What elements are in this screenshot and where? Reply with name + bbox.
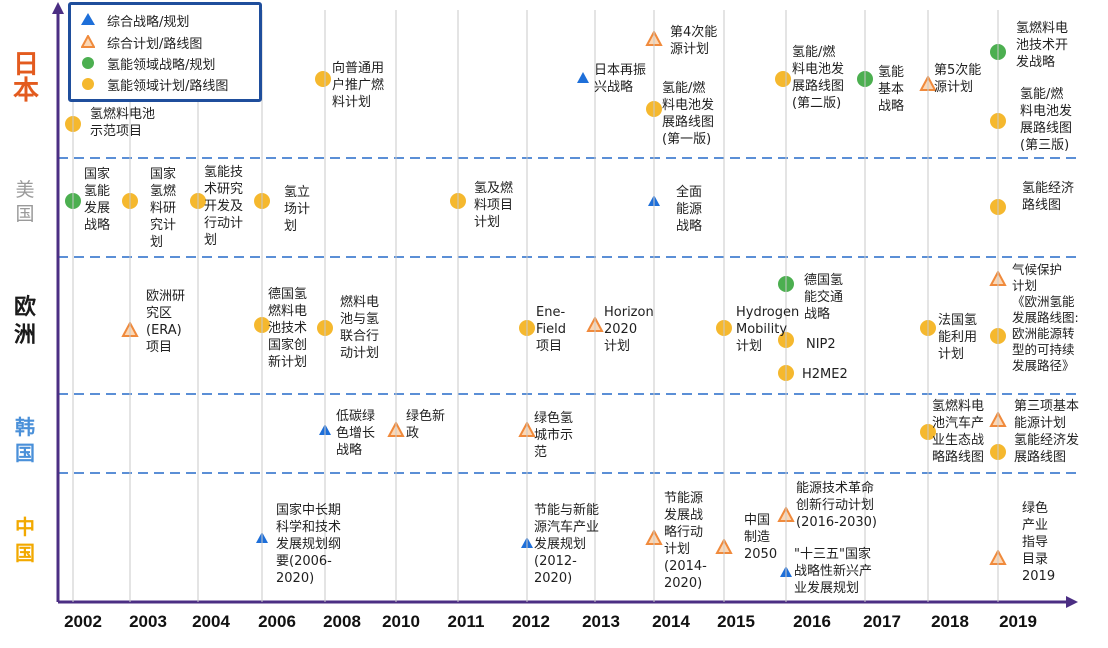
note-japan-2008: 向普通用 户推广燃 料计划 bbox=[332, 61, 385, 110]
legend: 综合战略/规划 综合计划/路线图 氢能领域战略/规划 氢能领域计划/路线图 bbox=[68, 2, 262, 102]
row-label-korea: 韩国 bbox=[15, 415, 35, 465]
year-label: 2006 bbox=[258, 612, 296, 631]
note-usa-2014: 全面 能源 战略 bbox=[676, 185, 703, 234]
year-label: 2012 bbox=[512, 612, 550, 631]
y-axis-arrow bbox=[52, 2, 64, 14]
note-japan-2018: 第5次能 源计划 bbox=[934, 63, 982, 95]
note-usa-2019: 氢能经济 路线图 bbox=[1022, 181, 1075, 213]
note-cn-2014: 节能源 发展战 略行动 计划 (2014- 2020) bbox=[664, 491, 707, 591]
circle-green-icon bbox=[81, 56, 95, 74]
year-label: 2011 bbox=[447, 612, 485, 631]
year-label: 2013 bbox=[582, 612, 620, 631]
legend-label: 氢能领域战略/规划 bbox=[107, 58, 216, 73]
note-eu-2013: Horizon 2020 计划 bbox=[604, 305, 654, 354]
note-eu-2016c: H2ME2 bbox=[802, 367, 848, 382]
triangle-blue-icon bbox=[81, 13, 95, 29]
year-label: 2018 bbox=[931, 612, 969, 631]
row-dividers bbox=[58, 157, 1082, 474]
note-kr-2019: 第三项基本 能源计划 氢能经济发 展路线图 bbox=[1014, 399, 1080, 465]
note-eu-2016a: 德国氢 能交通 战略 bbox=[804, 273, 844, 322]
x-axis-arrow bbox=[1066, 596, 1078, 608]
year-label: 2002 bbox=[64, 612, 102, 631]
legend-label: 氢能领域计划/路线图 bbox=[107, 79, 229, 94]
year-label: 2016 bbox=[793, 612, 831, 631]
note-cn-2019: 绿色 产业 指导 目录 2019 bbox=[1022, 501, 1056, 584]
row-label-europe: 欧洲 bbox=[13, 295, 36, 348]
circle-yellow-marker bbox=[315, 71, 331, 87]
legend-label: 综合战略/规划 bbox=[107, 15, 190, 30]
note-cn-2012: 节能与新能 源汽车产业 发展规划 (2012- 2020) bbox=[534, 503, 600, 586]
note-usa-2011: 氢及燃 料项目 计划 bbox=[474, 181, 514, 230]
row-label-china: 中国 bbox=[15, 515, 35, 565]
note-usa-2002: 国家 氢能 发展 战略 bbox=[84, 167, 111, 233]
row-label-japan: 日本 bbox=[12, 50, 39, 106]
year-label: 2014 bbox=[652, 612, 690, 631]
note-usa-2006: 氢立 场计 划 bbox=[284, 185, 311, 234]
note-japan-2014a: 第4次能 源计划 bbox=[670, 25, 718, 57]
year-label: 2015 bbox=[717, 612, 755, 631]
note-kr-2012: 绿色氢 城市示 范 bbox=[534, 411, 574, 460]
row-label-usa: 美国 bbox=[15, 179, 35, 225]
year-label: 2008 bbox=[323, 612, 361, 631]
year-label: 2004 bbox=[192, 612, 230, 631]
note-eu-2015: Hydrogen Mobility 计划 bbox=[736, 305, 800, 354]
year-label: 2017 bbox=[863, 612, 901, 631]
circle-yellow-marker bbox=[775, 71, 791, 87]
note-eu-2016b: NIP2 bbox=[806, 337, 836, 352]
triangle-orange-icon bbox=[80, 33, 96, 52]
note-usa-2004: 氢能技 术研究 开发及 行动计 划 bbox=[204, 165, 244, 248]
note-eu-2008: 燃料电 池与氢 联合行 动计划 bbox=[340, 295, 380, 361]
timeline-axes bbox=[52, 2, 1078, 608]
triangle-blue-marker bbox=[577, 72, 589, 83]
year-label: 2003 bbox=[129, 612, 167, 631]
note-usa-2003: 国家 氢燃 料研 究计 划 bbox=[150, 167, 177, 250]
year-label: 2010 bbox=[382, 612, 420, 631]
note-japan-2019b: 氢能/燃 料电池发 展路线图 (第三版) bbox=[1020, 87, 1073, 153]
note-cn-2016b: "十三五"国家 战略性新兴产 业发展规划 bbox=[794, 547, 873, 596]
note-kr-2018: 氢燃料电 池汽车产 业生态战 略路线图 bbox=[932, 399, 985, 465]
note-eu-2019: 气候保护 计划 《欧洲氢能 发展路线图: 欧洲能源转 型的可持续 发展路径》 bbox=[1012, 262, 1079, 373]
note-kr-2008: 低碳绿 色增长 战略 bbox=[336, 409, 376, 458]
note-eu-2012: Ene- Field 项目 bbox=[536, 305, 567, 354]
note-japan-2016: 氢能/燃 料电池发 展路线图 (第二版) bbox=[792, 45, 845, 111]
note-japan-2017: 氢能 基本 战略 bbox=[878, 65, 905, 114]
circle-yellow-icon bbox=[81, 77, 95, 95]
legend-label: 综合计划/路线图 bbox=[107, 37, 203, 52]
note-japan-2013: 日本再振 兴战略 bbox=[594, 63, 647, 95]
note-japan-2002: 氢燃料电池 示范项目 bbox=[90, 107, 156, 139]
note-eu-2003: 欧洲研 究区 (ERA) 项目 bbox=[146, 289, 186, 355]
note-cn-2015: 中国 制造 2050 bbox=[744, 513, 778, 562]
note-kr-2010: 绿色新 政 bbox=[406, 409, 446, 441]
note-japan-2014b: 氢能/燃 料电池发 展路线图 (第一版) bbox=[662, 81, 715, 147]
note-eu-2018: 法国氢 能利用 计划 bbox=[938, 313, 978, 362]
note-cn-2016a: 能源技术革命 创新行动计划 (2016-2030) bbox=[796, 481, 878, 530]
note-cn-2006: 国家中长期 科学和技术 发展规划纲 要(2006- 2020) bbox=[276, 503, 342, 586]
year-label: 2019 bbox=[999, 612, 1037, 631]
note-eu-2006: 德国氢 燃料电 池技术 国家创 新计划 bbox=[268, 287, 308, 370]
note-japan-2019a: 氢燃料电 池技术开 发战略 bbox=[1016, 21, 1069, 70]
